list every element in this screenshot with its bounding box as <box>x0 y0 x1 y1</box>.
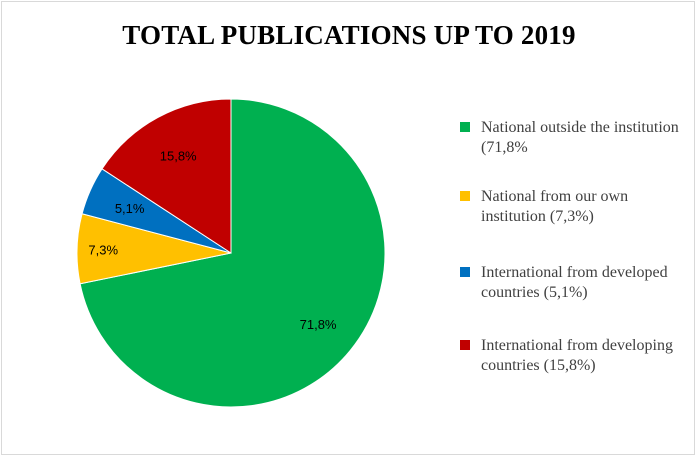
legend-swatch <box>460 340 470 350</box>
pie-slice-3 <box>101 98 232 254</box>
pie-slice-0 <box>79 98 386 408</box>
pie-slices <box>76 98 386 408</box>
legend-label: International from developing countries … <box>481 337 673 374</box>
legend-swatch <box>460 267 470 277</box>
legend-label: National outside the institution (71,8% <box>481 119 679 156</box>
slice-data-label-3: 15,8% <box>160 149 197 164</box>
chart-title: TOTAL PUBLICATIONS UP TO 2019 <box>122 20 576 50</box>
slice-data-label-1: 7,3% <box>88 242 118 257</box>
pie-slice-labels: 71,8% 7,3% 5,1% 15,8% <box>88 149 337 333</box>
slice-data-label-0: 71,8% <box>300 317 337 332</box>
slice-data-label-2: 5,1% <box>115 201 145 216</box>
legend-swatch <box>460 191 470 201</box>
legend-label: National from our own institution (7,3%) <box>481 188 629 225</box>
legend-label: International from developed countries (… <box>481 264 668 301</box>
legend-swatch <box>460 122 470 132</box>
